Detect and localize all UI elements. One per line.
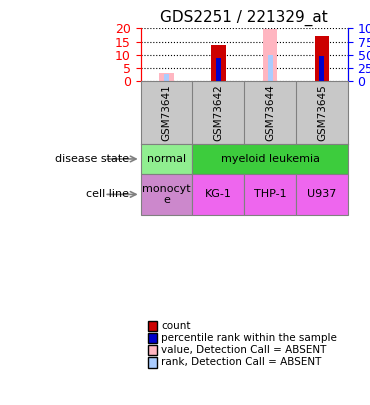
Text: rank, Detection Call = ABSENT: rank, Detection Call = ABSENT [161, 358, 321, 367]
Text: percentile rank within the sample: percentile rank within the sample [161, 333, 337, 343]
Text: THP-1: THP-1 [254, 190, 286, 199]
Text: monocyt
e: monocyt e [142, 183, 191, 205]
Text: disease state: disease state [56, 154, 130, 164]
Text: GSM73644: GSM73644 [265, 84, 275, 141]
Text: normal: normal [147, 154, 186, 164]
FancyBboxPatch shape [141, 174, 192, 215]
FancyBboxPatch shape [244, 174, 296, 215]
Bar [319, 56, 324, 81]
Text: cell line: cell line [87, 190, 130, 199]
Text: U937: U937 [307, 190, 337, 199]
Text: GSM73645: GSM73645 [317, 84, 327, 141]
Title: GDS2251 / 221329_at: GDS2251 / 221329_at [160, 9, 328, 26]
Bar [268, 55, 273, 81]
Text: GSM73642: GSM73642 [213, 84, 223, 141]
Text: value, Detection Call = ABSENT: value, Detection Call = ABSENT [161, 345, 326, 355]
Bar [314, 36, 329, 81]
FancyBboxPatch shape [192, 174, 244, 215]
Bar [216, 58, 221, 81]
Text: KG-1: KG-1 [205, 190, 232, 199]
Text: count: count [161, 321, 191, 331]
Text: myeloid leukemia: myeloid leukemia [221, 154, 320, 164]
FancyBboxPatch shape [192, 144, 348, 174]
FancyBboxPatch shape [296, 174, 348, 215]
Text: GSM73641: GSM73641 [161, 84, 172, 141]
Bar [159, 73, 174, 81]
Bar [263, 29, 278, 81]
Bar [164, 75, 169, 81]
FancyBboxPatch shape [141, 144, 192, 174]
Bar [211, 45, 226, 81]
